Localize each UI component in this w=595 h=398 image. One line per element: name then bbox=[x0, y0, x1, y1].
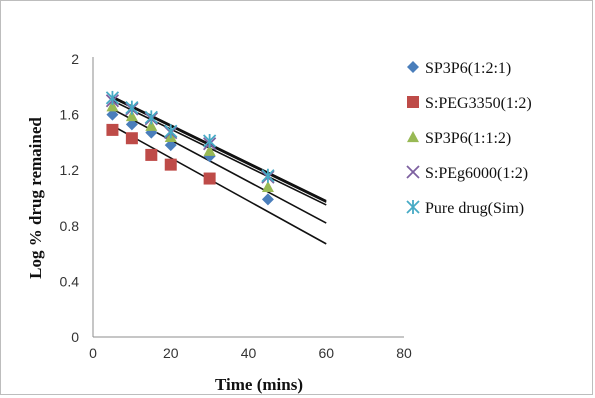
x-tick-label: 60 bbox=[318, 345, 334, 361]
data-point bbox=[105, 90, 120, 105]
legend-label: SP3P6(1:1:2) bbox=[425, 130, 511, 147]
data-point bbox=[202, 134, 217, 149]
legend-marker bbox=[406, 200, 420, 214]
data-point bbox=[125, 118, 138, 131]
legend-marker bbox=[407, 96, 419, 108]
data-point bbox=[261, 168, 275, 183]
legend-item: SP3P6(1:2:1) bbox=[407, 60, 511, 77]
x-tick-label: 40 bbox=[241, 345, 257, 361]
data-point bbox=[106, 123, 119, 136]
data-point bbox=[125, 109, 138, 122]
legend-label: S:PEg6000(1:2) bbox=[425, 165, 528, 182]
y-tick-label: 1.2 bbox=[60, 162, 80, 178]
data-point bbox=[144, 110, 158, 125]
axes bbox=[92, 57, 404, 338]
data-point bbox=[164, 139, 177, 152]
data-points bbox=[105, 90, 275, 206]
data-point bbox=[164, 124, 178, 139]
y-tick-label: 0.4 bbox=[60, 273, 80, 289]
data-point bbox=[106, 108, 119, 121]
y-tick-label: 0 bbox=[71, 329, 79, 345]
trendline bbox=[112, 125, 327, 245]
data-point bbox=[164, 158, 177, 171]
y-tick-label: 0.8 bbox=[60, 218, 80, 234]
y-tick-label: 2 bbox=[71, 51, 79, 67]
legend-marker bbox=[406, 165, 420, 179]
legend-marker bbox=[407, 131, 419, 143]
legend-item: SP3P6(1:1:2) bbox=[407, 130, 511, 147]
x-tick-label: 80 bbox=[396, 345, 412, 361]
trendline bbox=[112, 97, 327, 203]
data-point bbox=[203, 172, 216, 185]
trendline bbox=[112, 108, 327, 224]
legend-item: S:PEg6000(1:2) bbox=[406, 165, 528, 182]
y-axis-title: Log % drug remained bbox=[26, 117, 45, 279]
tick-labels: 00.40.81.21.620 20 40 60 80 bbox=[60, 51, 412, 361]
legend-marker bbox=[407, 61, 419, 73]
x-axis-title: Time (mins) bbox=[215, 375, 303, 394]
data-point bbox=[261, 180, 274, 192]
data-point bbox=[261, 193, 274, 206]
x-tick-label: 0 bbox=[89, 345, 97, 361]
data-point bbox=[145, 148, 158, 161]
x-tick-label: 20 bbox=[163, 345, 179, 361]
data-point bbox=[125, 100, 139, 115]
data-point bbox=[145, 119, 158, 131]
data-point bbox=[106, 100, 119, 112]
legend-label: Pure drug(Sim) bbox=[425, 200, 524, 217]
trendline bbox=[112, 99, 327, 206]
legend-item: Pure drug(Sim) bbox=[406, 200, 524, 217]
legend-label: S:PEG3350(1:2) bbox=[425, 95, 532, 112]
trendlines bbox=[112, 95, 327, 245]
legend-item: S:PEG3350(1:2) bbox=[407, 95, 532, 112]
data-point bbox=[125, 132, 138, 145]
y-tick-label: 1.6 bbox=[60, 107, 80, 123]
legend-label: SP3P6(1:2:1) bbox=[425, 60, 511, 77]
data-point bbox=[203, 144, 216, 156]
legend: SP3P6(1:2:1) S:PEG3350(1:2) SP3P6(1:1:2) S:… bbox=[406, 60, 532, 217]
